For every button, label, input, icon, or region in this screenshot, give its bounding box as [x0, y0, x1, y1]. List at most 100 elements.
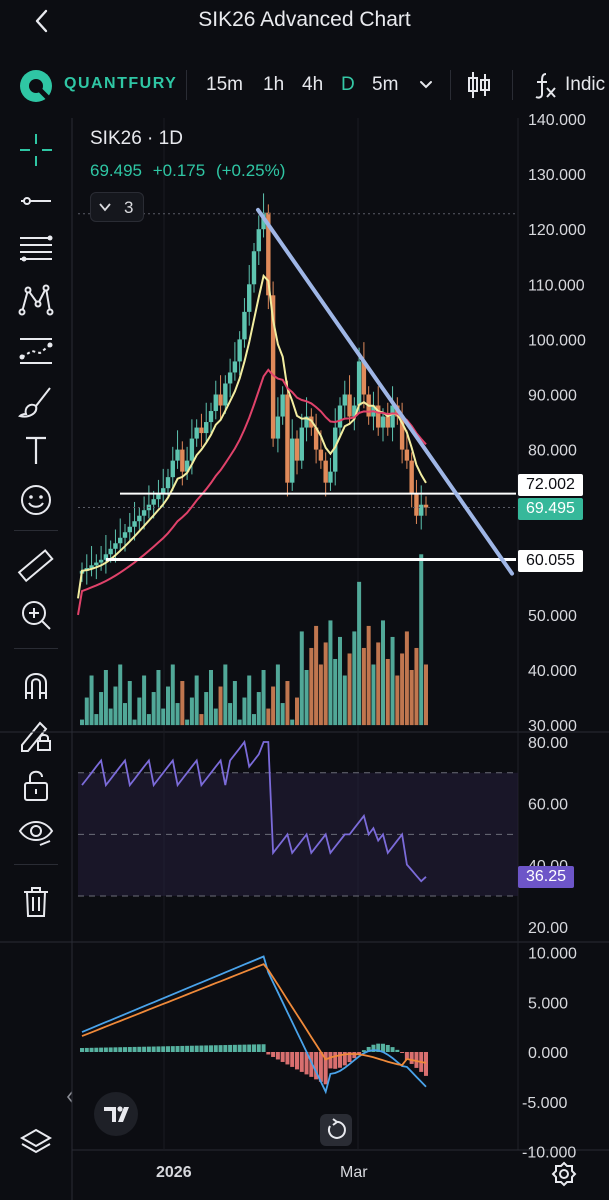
- volume-bar: [299, 631, 304, 726]
- macd-histogram-bar: [204, 1045, 209, 1052]
- pattern-icon[interactable]: [16, 282, 56, 318]
- macd-histogram-bar: [366, 1046, 371, 1052]
- candle-body: [227, 372, 233, 384]
- unlock-icon[interactable]: [16, 767, 56, 803]
- volume-bar: [137, 697, 142, 726]
- refresh-icon: [327, 1118, 346, 1139]
- forecast-icon[interactable]: [16, 333, 56, 369]
- macd-histogram-bar: [142, 1046, 147, 1052]
- magnet-icon[interactable]: [16, 667, 56, 703]
- timeframe-15m[interactable]: 15m: [206, 74, 243, 95]
- toolbar-divider: [186, 70, 187, 100]
- ema-slow-line: [77, 368, 427, 616]
- candle-body: [371, 405, 376, 417]
- price-tick-label: 120.000: [528, 222, 586, 239]
- price-tick-label: 40.000: [528, 663, 577, 680]
- volume-bar: [118, 664, 123, 726]
- macd-histogram-bar: [342, 1052, 347, 1066]
- macd-histogram-bar: [261, 1044, 266, 1052]
- macd-histogram-bar: [361, 1050, 366, 1052]
- symbol-interval: SIK26 · 1D: [90, 128, 183, 149]
- horizontal-line-label-lower: 60.055: [518, 550, 583, 572]
- trend-line-icon[interactable]: [16, 183, 56, 219]
- macd-histogram-bar: [189, 1045, 194, 1052]
- toolbar-divider: [450, 70, 451, 100]
- volume-bar: [376, 642, 381, 726]
- macd-histogram-bar: [338, 1052, 342, 1068]
- brush-icon[interactable]: [16, 384, 56, 420]
- volume-bar: [261, 670, 266, 726]
- macd-histogram-bar: [256, 1044, 261, 1052]
- settings-gear-icon[interactable]: [550, 1160, 578, 1188]
- emoji-icon[interactable]: [16, 482, 56, 518]
- trash-icon[interactable]: [16, 884, 56, 920]
- rsi-value-label: 36.25: [518, 866, 575, 888]
- volume-bar: [84, 697, 89, 726]
- volume-bar: [333, 658, 338, 726]
- ruler-icon[interactable]: [16, 548, 56, 584]
- macd-histogram-bar: [146, 1046, 151, 1052]
- eye-icon[interactable]: [16, 815, 56, 851]
- fib-retracement-icon[interactable]: [16, 232, 56, 268]
- macd-histogram-bar: [381, 1043, 385, 1052]
- text-icon[interactable]: [16, 432, 56, 468]
- volume-bar: [424, 664, 428, 726]
- timeframe-dropdown-icon[interactable]: [418, 78, 434, 92]
- layers-icon[interactable]: [18, 1124, 54, 1160]
- candle-body: [161, 488, 166, 494]
- volume-bar: [361, 647, 366, 726]
- reset-chart-button[interactable]: [320, 1114, 352, 1146]
- candle-body: [194, 427, 199, 439]
- macd-histogram-bar: [99, 1047, 104, 1052]
- price-tick-label: 80.000: [528, 443, 577, 460]
- macd-histogram-bar: [376, 1043, 381, 1052]
- macd-histogram-bar: [252, 1044, 256, 1052]
- sidebar-divider: [14, 530, 58, 531]
- timeframe-d[interactable]: D: [341, 74, 355, 95]
- volume-bar: [390, 636, 395, 726]
- indicators-button[interactable]: Indic: [565, 74, 606, 95]
- macd-histogram-bar: [132, 1046, 137, 1052]
- timeframe-5m[interactable]: 5m: [372, 74, 399, 95]
- volume-bar: [237, 719, 242, 726]
- candle-body: [84, 568, 89, 571]
- macd-histogram-bar: [275, 1052, 280, 1060]
- candle-body: [127, 526, 132, 533]
- macd-histogram-bar: [271, 1052, 276, 1057]
- volume-bar: [113, 686, 118, 726]
- macd-histogram-bar: [175, 1046, 180, 1052]
- macd-histogram-bar: [314, 1052, 319, 1080]
- sidebar-divider: [14, 864, 58, 865]
- indicators-fx-icon[interactable]: [532, 70, 560, 100]
- volume-bar: [295, 697, 299, 726]
- lock-drawing-icon[interactable]: [16, 717, 56, 753]
- macd-histogram-bar: [123, 1047, 127, 1052]
- macd-histogram-bar: [213, 1045, 218, 1052]
- back-button[interactable]: [26, 6, 60, 36]
- macd-tick-label: 5.000: [528, 995, 568, 1012]
- macd-histogram-bar: [199, 1045, 204, 1052]
- macd-histogram-bar: [94, 1047, 99, 1052]
- collapse-panel-icon[interactable]: [64, 1088, 76, 1106]
- tradingview-logo-icon[interactable]: [94, 1092, 138, 1136]
- candle-body: [366, 394, 371, 417]
- top-bar: SIK26 Advanced Chart: [0, 0, 609, 44]
- candle-body: [98, 559, 104, 563]
- candlestick-type-icon[interactable]: [466, 70, 492, 100]
- timeframe-1h[interactable]: 1h: [263, 74, 285, 95]
- price-tick-label: 90.000: [528, 388, 577, 405]
- crosshair-icon[interactable]: [16, 132, 56, 168]
- price-tick-label: 30.000: [528, 718, 577, 735]
- macd-histogram-bar: [280, 1052, 285, 1062]
- candle-body: [208, 411, 214, 423]
- last-price-label: 69.495: [518, 498, 583, 520]
- timeframe-4h[interactable]: 4h: [302, 74, 324, 95]
- zoom-in-icon[interactable]: [16, 597, 56, 633]
- volume-bar: [108, 708, 113, 726]
- studies-toggle-button[interactable]: 3: [90, 192, 144, 222]
- macd-tick-label: -5.000: [522, 1095, 567, 1112]
- candle-body: [118, 537, 123, 544]
- candle-body: [103, 554, 109, 560]
- volume-bar: [166, 686, 170, 726]
- candle-body: [180, 449, 185, 472]
